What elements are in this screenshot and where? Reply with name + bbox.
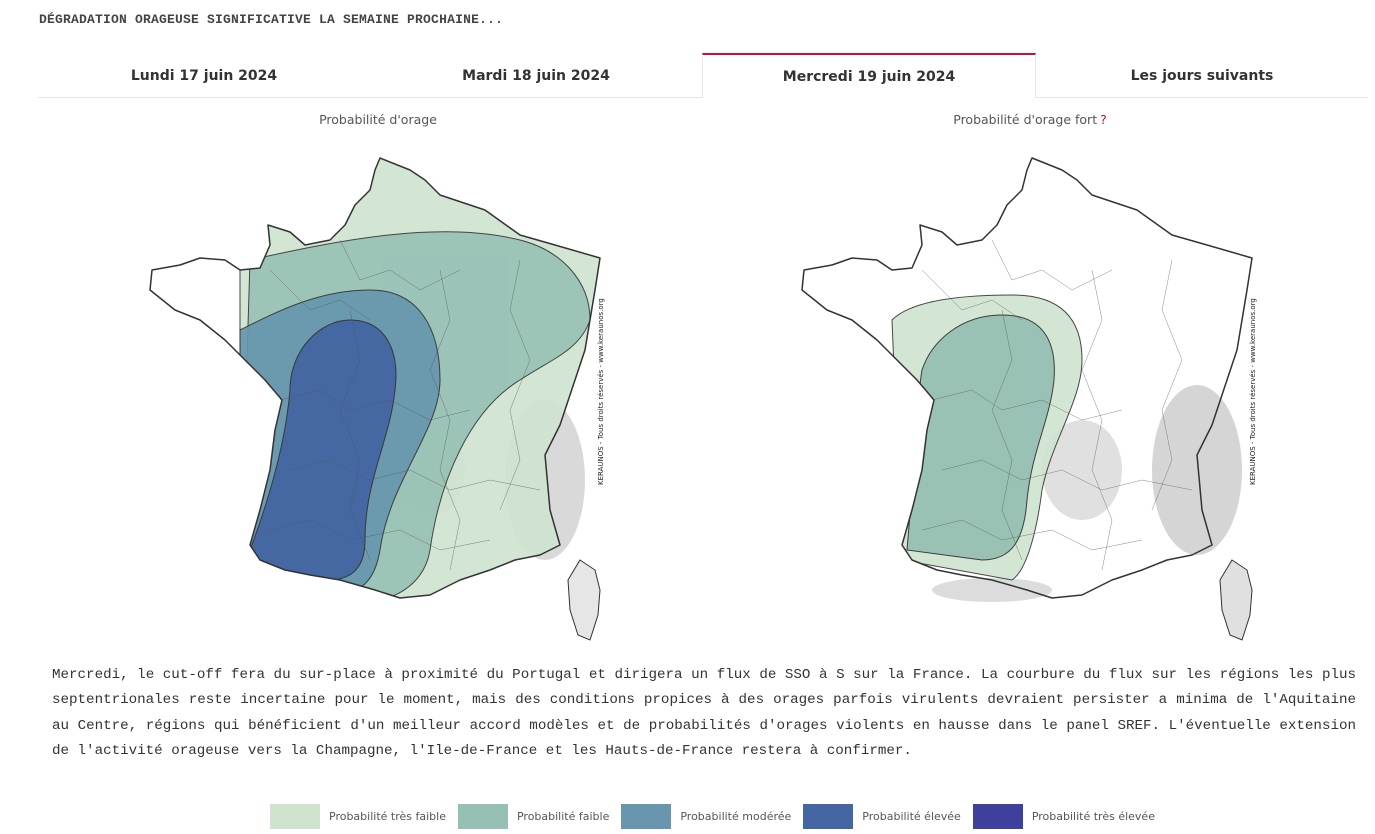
legend-swatch xyxy=(621,804,672,829)
probability-zones xyxy=(239,158,600,598)
legend: Probabilité très faible Probabilité faib… xyxy=(270,804,1167,829)
legend-label: Probabilité très faible xyxy=(329,810,446,823)
legend-label: Probabilité très élevée xyxy=(1031,810,1155,823)
tab-lundi[interactable]: Lundi 17 juin 2024 xyxy=(130,68,278,84)
department-borders xyxy=(269,239,541,571)
france-outline xyxy=(149,157,601,599)
legend-label: Probabilité élevée xyxy=(862,810,961,823)
help-link[interactable]: ? xyxy=(1100,112,1107,127)
legend-item-faible: Probabilité faible xyxy=(457,804,610,829)
legend-item-tres-elevee: Probabilité très élevée xyxy=(972,804,1155,829)
tab-mardi[interactable]: Mardi 18 juin 2024 xyxy=(462,68,610,84)
legend-item-tres-faible: Probabilité très faible xyxy=(270,804,446,829)
corsica xyxy=(1219,559,1253,641)
legend-swatch xyxy=(457,804,508,829)
map-probabilite-orage: KERAUNOS - Tous droits réservés - www.ke… xyxy=(149,157,605,641)
map-probabilite-orage-fort: KERAUNOS - Tous droits réservés - www.ke… xyxy=(801,157,1257,641)
legend-swatch xyxy=(803,804,854,829)
legend-swatch xyxy=(270,804,320,829)
forecast-description: Mercredi, le cut-off fera du sur-place à… xyxy=(52,667,1356,759)
legend-item-elevee: Probabilité élevée xyxy=(803,804,961,829)
map-title-orage: Probabilité d'orage xyxy=(228,112,528,127)
zone-elevee xyxy=(249,319,397,581)
map-title-orage-fort: Probabilité d'orage fort? xyxy=(880,112,1180,127)
department-borders xyxy=(921,239,1193,571)
france-outline xyxy=(801,157,1253,599)
legend-label: Probabilité faible xyxy=(516,810,610,823)
legend-item-moderee: Probabilité modérée xyxy=(621,804,791,829)
tab-mercredi[interactable]: Mercredi 19 juin 2024 xyxy=(702,53,1036,98)
corsica xyxy=(567,559,601,641)
legend-swatch xyxy=(972,804,1023,829)
map-title-orage-text: Probabilité d'orage xyxy=(319,112,437,127)
tab-jours-suivants[interactable]: Les jours suivants xyxy=(1130,68,1274,84)
map-watermark: KERAUNOS - Tous droits réservés - www.ke… xyxy=(597,298,605,485)
map-watermark: KERAUNOS - Tous droits réservés - www.ke… xyxy=(1249,298,1257,485)
probability-zones xyxy=(891,294,1083,581)
map-title-orage-fort-text: Probabilité d'orage fort xyxy=(953,112,1098,127)
date-tabs: Lundi 17 juin 2024 Mardi 18 juin 2024 Me… xyxy=(38,53,1368,98)
legend-label: Probabilité modérée xyxy=(680,810,792,823)
page-headline: DÉGRADATION ORAGEUSE SIGNIFICATIVE LA SE… xyxy=(39,12,504,27)
